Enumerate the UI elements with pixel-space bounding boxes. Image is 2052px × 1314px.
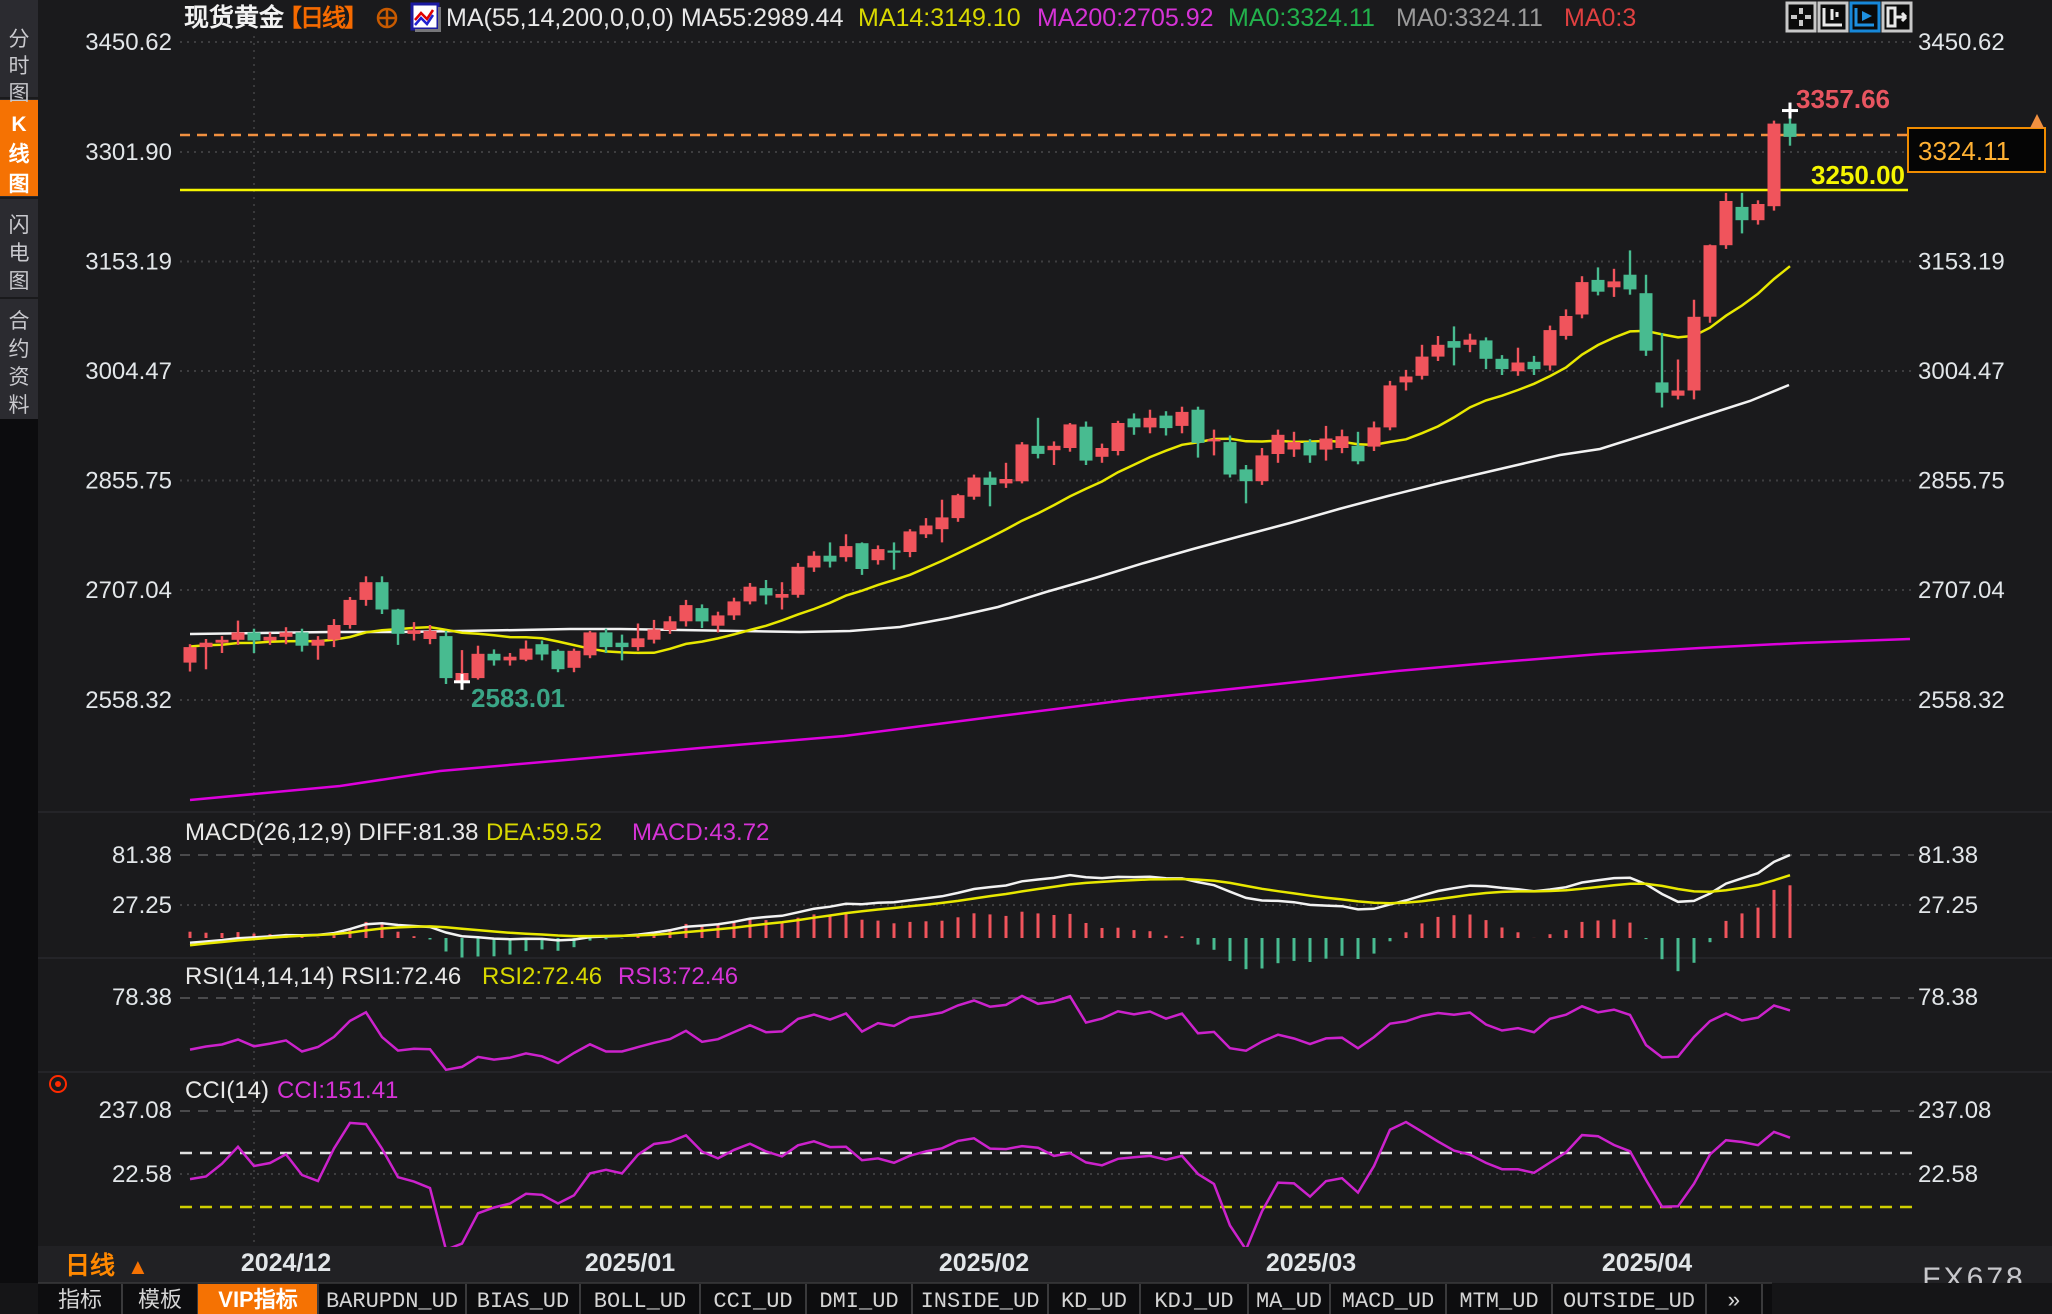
svg-text:2707.04: 2707.04 <box>85 577 172 604</box>
svg-text:3004.47: 3004.47 <box>85 358 172 385</box>
svg-text:MA0:3: MA0:3 <box>1564 4 1636 32</box>
svg-text:DEA:59.52: DEA:59.52 <box>486 819 602 846</box>
svg-text:81.38: 81.38 <box>112 842 172 869</box>
svg-text:CCI(14): CCI(14) <box>185 1077 269 1104</box>
svg-text:3004.47: 3004.47 <box>1918 358 2005 385</box>
svg-text:资: 资 <box>9 366 30 389</box>
svg-text:MA200:2705.92: MA200:2705.92 <box>1037 4 1214 32</box>
svg-text:78.38: 78.38 <box>112 984 172 1011</box>
svg-text:3450.62: 3450.62 <box>85 29 172 56</box>
svg-text:闪: 闪 <box>9 214 30 237</box>
svg-text:MA_UD: MA_UD <box>1256 1289 1322 1314</box>
svg-text:料: 料 <box>9 394 30 417</box>
svg-text:图: 图 <box>9 173 30 196</box>
svg-text:237.08: 237.08 <box>99 1097 172 1124</box>
svg-text:BARUPDN_UD: BARUPDN_UD <box>326 1289 458 1314</box>
svg-text:MA0:3324.11: MA0:3324.11 <box>1228 4 1375 32</box>
svg-text:MA0:3324.11: MA0:3324.11 <box>1396 4 1543 32</box>
svg-text:2558.32: 2558.32 <box>85 687 172 714</box>
svg-text:»: » <box>1727 1289 1740 1314</box>
svg-text:RSI(14,14,14) RSI1:72.46: RSI(14,14,14) RSI1:72.46 <box>185 963 461 990</box>
svg-text:约: 约 <box>9 338 30 361</box>
svg-text:KDJ_UD: KDJ_UD <box>1154 1289 1233 1314</box>
svg-text:2025/03: 2025/03 <box>1266 1249 1356 1277</box>
svg-text:VIP指标: VIP指标 <box>218 1287 297 1312</box>
svg-text:2025/04: 2025/04 <box>1602 1249 1692 1277</box>
svg-text:线: 线 <box>9 142 30 166</box>
svg-text:MTM_UD: MTM_UD <box>1459 1289 1538 1314</box>
svg-text:日线: 日线 <box>65 1251 115 1280</box>
svg-text:2583.01: 2583.01 <box>471 683 565 713</box>
svg-text:237.08: 237.08 <box>1918 1097 1991 1124</box>
svg-text:22.58: 22.58 <box>112 1161 172 1188</box>
svg-text:CCI:151.41: CCI:151.41 <box>277 1077 398 1104</box>
svg-text:27.25: 27.25 <box>112 892 172 919</box>
svg-text:2024/12: 2024/12 <box>241 1249 331 1277</box>
svg-text:合: 合 <box>9 310 30 333</box>
svg-text:27.25: 27.25 <box>1918 892 1978 919</box>
svg-text:2025/01: 2025/01 <box>585 1249 675 1277</box>
svg-text:MA14:3149.10: MA14:3149.10 <box>858 4 1021 32</box>
svg-text:MA(55,14,200,0,0,0) MA55:2989: MA(55,14,200,0,0,0) MA55:2989.44 <box>446 4 844 32</box>
svg-text:3250.00: 3250.00 <box>1811 160 1905 190</box>
svg-text:78.38: 78.38 <box>1918 984 1978 1011</box>
svg-text:CCI_UD: CCI_UD <box>713 1289 792 1314</box>
svg-text:22.58: 22.58 <box>1918 1161 1978 1188</box>
svg-text:时: 时 <box>9 55 30 78</box>
svg-text:模板: 模板 <box>138 1287 182 1312</box>
svg-text:3153.19: 3153.19 <box>1918 249 2005 276</box>
svg-text:分: 分 <box>9 28 30 51</box>
svg-text:RSI3:72.46: RSI3:72.46 <box>618 963 738 990</box>
svg-text:KD_UD: KD_UD <box>1061 1289 1127 1314</box>
svg-text:3324.11: 3324.11 <box>1918 136 2010 166</box>
svg-text:DMI_UD: DMI_UD <box>819 1289 898 1314</box>
svg-text:2558.32: 2558.32 <box>1918 687 2005 714</box>
svg-text:MACD(26,12,9) DIFF:81.38: MACD(26,12,9) DIFF:81.38 <box>185 819 478 846</box>
svg-text:2855.75: 2855.75 <box>85 468 172 495</box>
svg-text:MACD_UD: MACD_UD <box>1342 1289 1434 1314</box>
svg-text:3450.62: 3450.62 <box>1918 29 2005 56</box>
svg-text:INSIDE_UD: INSIDE_UD <box>921 1289 1040 1314</box>
svg-text:2025/02: 2025/02 <box>939 1249 1029 1277</box>
svg-text:【日线】: 【日线】 <box>278 5 366 32</box>
svg-text:指标: 指标 <box>58 1287 102 1312</box>
svg-text:K: K <box>11 113 26 136</box>
svg-text:BOLL_UD: BOLL_UD <box>594 1289 686 1314</box>
svg-text:3153.19: 3153.19 <box>85 249 172 276</box>
svg-text:现货黄金: 现货黄金 <box>184 3 285 32</box>
svg-text:图: 图 <box>9 82 30 105</box>
svg-text:图: 图 <box>9 270 30 293</box>
svg-text:2707.04: 2707.04 <box>1918 577 2005 604</box>
svg-text:3357.66: 3357.66 <box>1796 84 1890 114</box>
svg-text:2855.75: 2855.75 <box>1918 468 2005 495</box>
svg-text:81.38: 81.38 <box>1918 842 1978 869</box>
svg-text:BIAS_UD: BIAS_UD <box>477 1289 569 1314</box>
svg-text:3301.90: 3301.90 <box>85 139 172 166</box>
svg-text:MACD:43.72: MACD:43.72 <box>632 819 769 846</box>
svg-text:▲: ▲ <box>127 1254 149 1279</box>
svg-text:RSI2:72.46: RSI2:72.46 <box>482 963 602 990</box>
svg-text:电: 电 <box>9 242 30 265</box>
svg-text:OUTSIDE_UD: OUTSIDE_UD <box>1563 1289 1695 1314</box>
